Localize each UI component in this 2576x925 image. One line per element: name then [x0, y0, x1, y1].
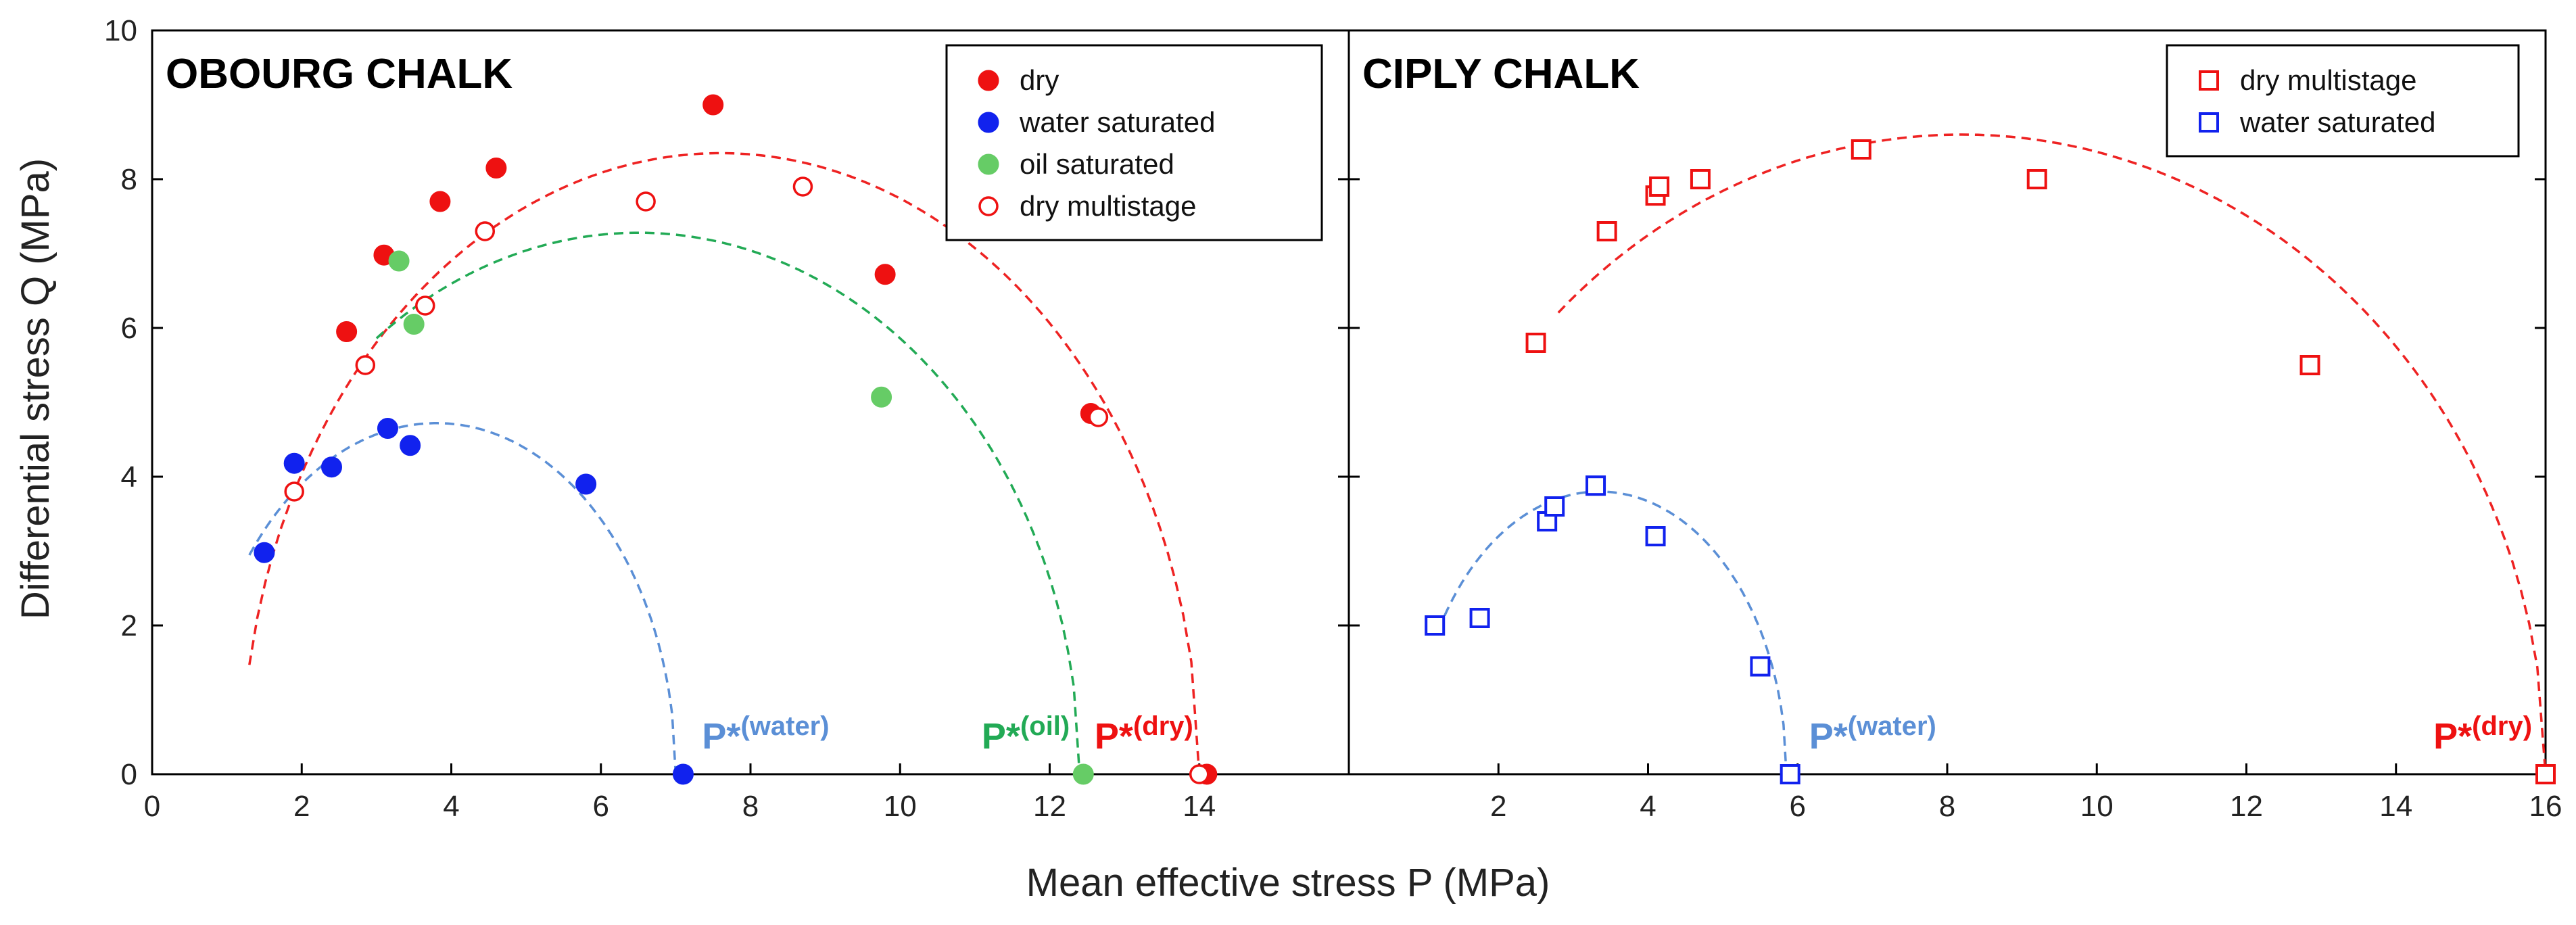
data-point	[254, 542, 275, 563]
data-point	[475, 221, 496, 241]
data-point	[1469, 608, 1490, 628]
data-point	[1750, 656, 1771, 677]
data-point	[636, 191, 656, 212]
data-point	[1690, 169, 1711, 189]
data-point	[400, 435, 421, 456]
data-point	[1088, 407, 1109, 427]
data-point	[336, 321, 358, 342]
y-tick-label: 10	[104, 14, 137, 47]
legend-marker	[978, 196, 999, 216]
x-axis-title: Mean effective stress P (MPa)	[1026, 861, 1550, 905]
legend-label: oil saturated	[1020, 148, 1174, 180]
x-tick-label: 4	[1640, 790, 1656, 823]
x-tick-label: 0	[144, 790, 160, 823]
legend-label: dry multistage	[2240, 64, 2416, 96]
legend-marker	[978, 112, 999, 133]
data-point	[1645, 526, 1666, 546]
series-water-saturated	[1425, 475, 1800, 784]
x-tick-label: 4	[443, 790, 459, 823]
pstar-annotation: P*(dry)	[2433, 711, 2532, 757]
legend: dry water saturated oil saturated dry multi…	[945, 44, 1323, 241]
data-point	[871, 386, 892, 408]
data-point	[672, 763, 694, 785]
data-point	[1189, 764, 1210, 784]
legend-label: dry	[1020, 64, 1059, 96]
legend-marker	[2199, 70, 2219, 91]
x-tick-label: 16	[2529, 790, 2562, 823]
data-point	[1072, 763, 1094, 785]
legend-box	[2166, 44, 2520, 158]
data-point	[1596, 221, 1617, 241]
x-tick-label: 6	[1790, 790, 1806, 823]
envelope-dry-multistage	[1557, 133, 2547, 775]
data-point	[321, 456, 342, 478]
panel-title: OBOURG CHALK	[166, 51, 512, 97]
data-point	[283, 452, 305, 474]
legend: dry multistage water saturated	[2166, 44, 2520, 158]
data-point	[702, 94, 724, 116]
data-point	[284, 481, 304, 502]
y-tick-label: 6	[121, 312, 137, 345]
data-point	[415, 295, 435, 316]
x-tick-label: 2	[293, 790, 310, 823]
data-point	[403, 314, 425, 335]
legend-label: water saturated	[1019, 106, 1216, 138]
series-dry-multistage	[284, 176, 1210, 784]
data-point	[1649, 176, 1670, 197]
x-tick-label: 12	[1033, 790, 1066, 823]
series-water-saturated	[254, 418, 694, 785]
x-tick-label: 6	[593, 790, 609, 823]
data-point	[355, 355, 376, 375]
panel-obourg: 0 2 4 6 8 10 0 2 4 6 8 10 12 14 OBOURG CHALK P*(water) P…	[104, 14, 1350, 823]
legend-marker	[978, 70, 999, 91]
data-point	[1780, 764, 1800, 784]
pstar-annotation: P*(water)	[1809, 711, 1936, 757]
x-tick-label: 12	[2230, 790, 2263, 823]
data-point	[429, 191, 451, 212]
panel-title: CIPLY CHALK	[1362, 51, 1640, 97]
series-oil-saturated	[388, 250, 1094, 785]
data-point	[1544, 496, 1565, 517]
data-point	[2535, 764, 2556, 784]
legend-label: dry multistage	[1020, 190, 1196, 222]
data-point	[1851, 139, 1871, 160]
y-tick-label: 0	[121, 758, 137, 791]
legend-marker	[978, 153, 999, 175]
legend-box	[945, 44, 1323, 241]
x-tick-label: 14	[1183, 790, 1216, 823]
pstar-annotation: P*(oil)	[982, 711, 1070, 757]
x-tick-label: 10	[2080, 790, 2114, 823]
x-tick-label: 8	[742, 790, 759, 823]
y-axis-title: Differential stress Q (MPa)	[14, 158, 57, 619]
pstar-annotation: P*(water)	[702, 711, 829, 757]
y-tick-label: 2	[121, 609, 137, 642]
x-tick-label: 2	[1490, 790, 1506, 823]
data-point	[1525, 333, 1546, 353]
x-tick-label: 14	[2379, 790, 2412, 823]
data-point	[377, 418, 398, 439]
data-point	[388, 250, 410, 272]
data-point	[792, 176, 813, 197]
data-point	[2299, 355, 2320, 375]
panel-ciply: 2 4 6 8 10 12 14 16 CIPLY CHALK P*(water) P*(dry) d…	[1347, 29, 2562, 823]
data-point	[1425, 615, 1446, 636]
envelope-water-saturated	[1437, 490, 1788, 775]
series-dry-multistage	[1525, 139, 2556, 784]
envelope-oil-saturated	[375, 231, 1081, 775]
x-tick-label: 8	[1939, 790, 1955, 823]
x-tick-label: 10	[884, 790, 917, 823]
pstar-annotation: P*(dry)	[1095, 711, 1193, 757]
y-tick-label: 4	[121, 460, 137, 494]
data-point	[2026, 169, 2047, 189]
envelope-dry	[248, 151, 1201, 775]
data-point	[485, 158, 507, 179]
data-point	[1585, 475, 1606, 496]
y-tick-label: 8	[121, 163, 137, 196]
data-point	[575, 473, 597, 495]
envelope-water-saturated	[248, 422, 677, 775]
data-point	[874, 264, 896, 285]
legend-marker	[2199, 112, 2219, 133]
legend-label: water saturated	[2239, 106, 2436, 138]
